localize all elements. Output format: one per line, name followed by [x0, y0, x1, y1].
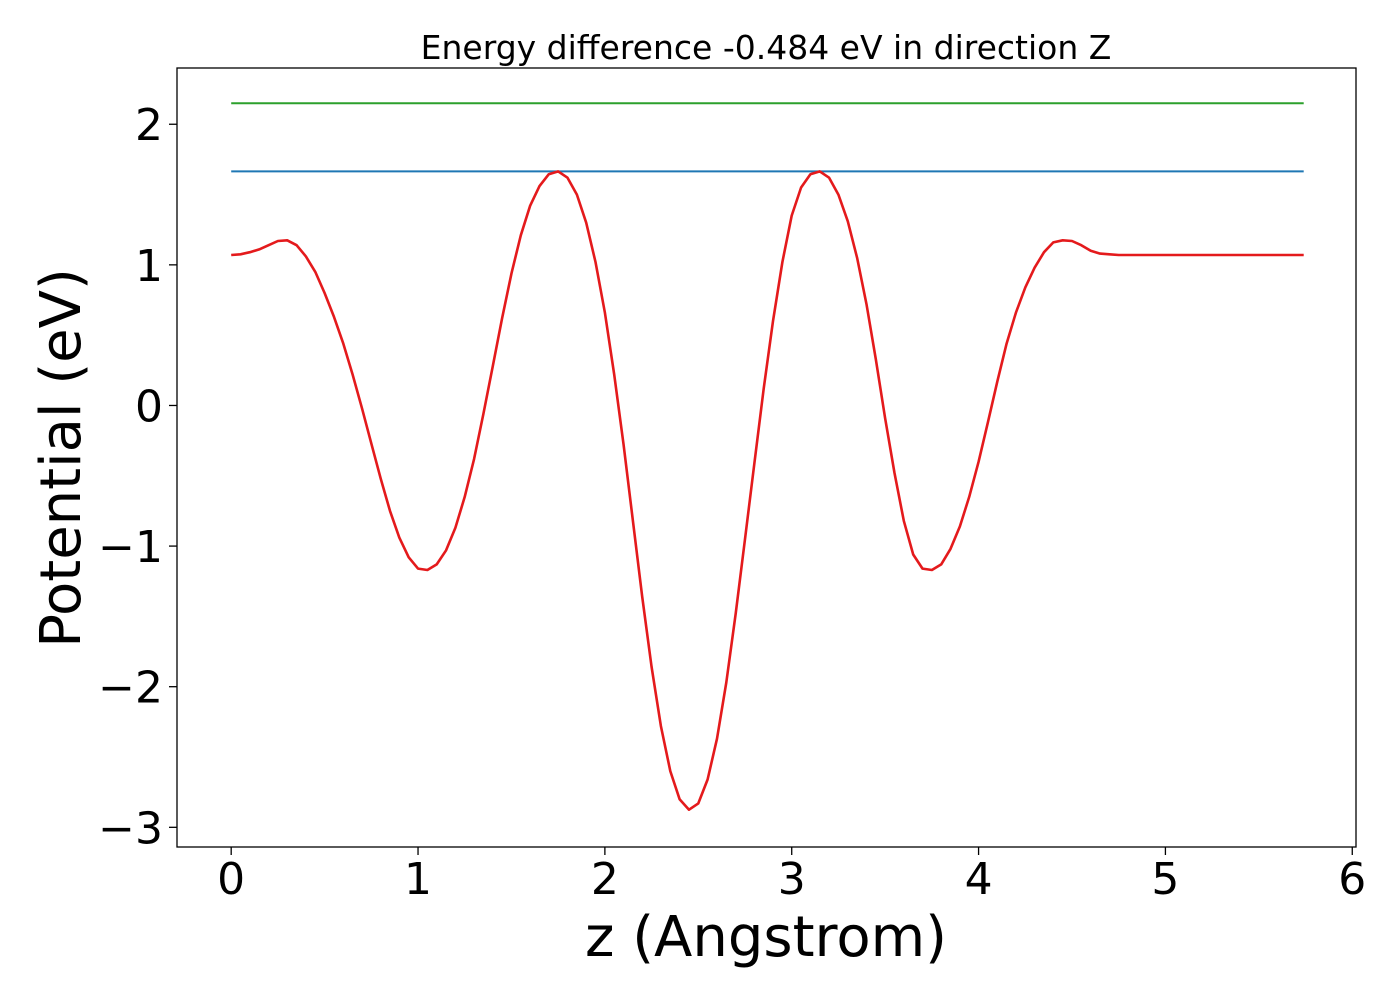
y-tick-label: 1: [135, 241, 163, 292]
y-tick-label: 0: [135, 381, 163, 432]
y-tick-label: −1: [98, 522, 163, 573]
x-axis-label: z (Angstrom): [585, 905, 947, 970]
x-tick-label: 5: [1151, 854, 1179, 905]
x-tick-label: 4: [965, 854, 993, 905]
y-tick-label: 2: [135, 100, 163, 151]
y-axis-label: Potential (eV): [29, 268, 94, 648]
x-tick-label: 3: [778, 854, 806, 905]
plot-frame: [176, 67, 1357, 848]
x-tick-label: 0: [217, 854, 245, 905]
chart-title: Energy difference -0.484 eV in direction…: [421, 28, 1112, 67]
plot-area: 0 1 2 3 4 5 6 −3 −2 −1 0 1 2: [98, 67, 1366, 905]
x-tick-label: 2: [591, 854, 619, 905]
x-tick-label: 6: [1338, 854, 1366, 905]
series-line-3: [231, 170, 1304, 812]
y-tick-label: −2: [98, 663, 163, 714]
x-tick-label: 1: [404, 854, 432, 905]
y-tick-label: −3: [98, 803, 163, 854]
